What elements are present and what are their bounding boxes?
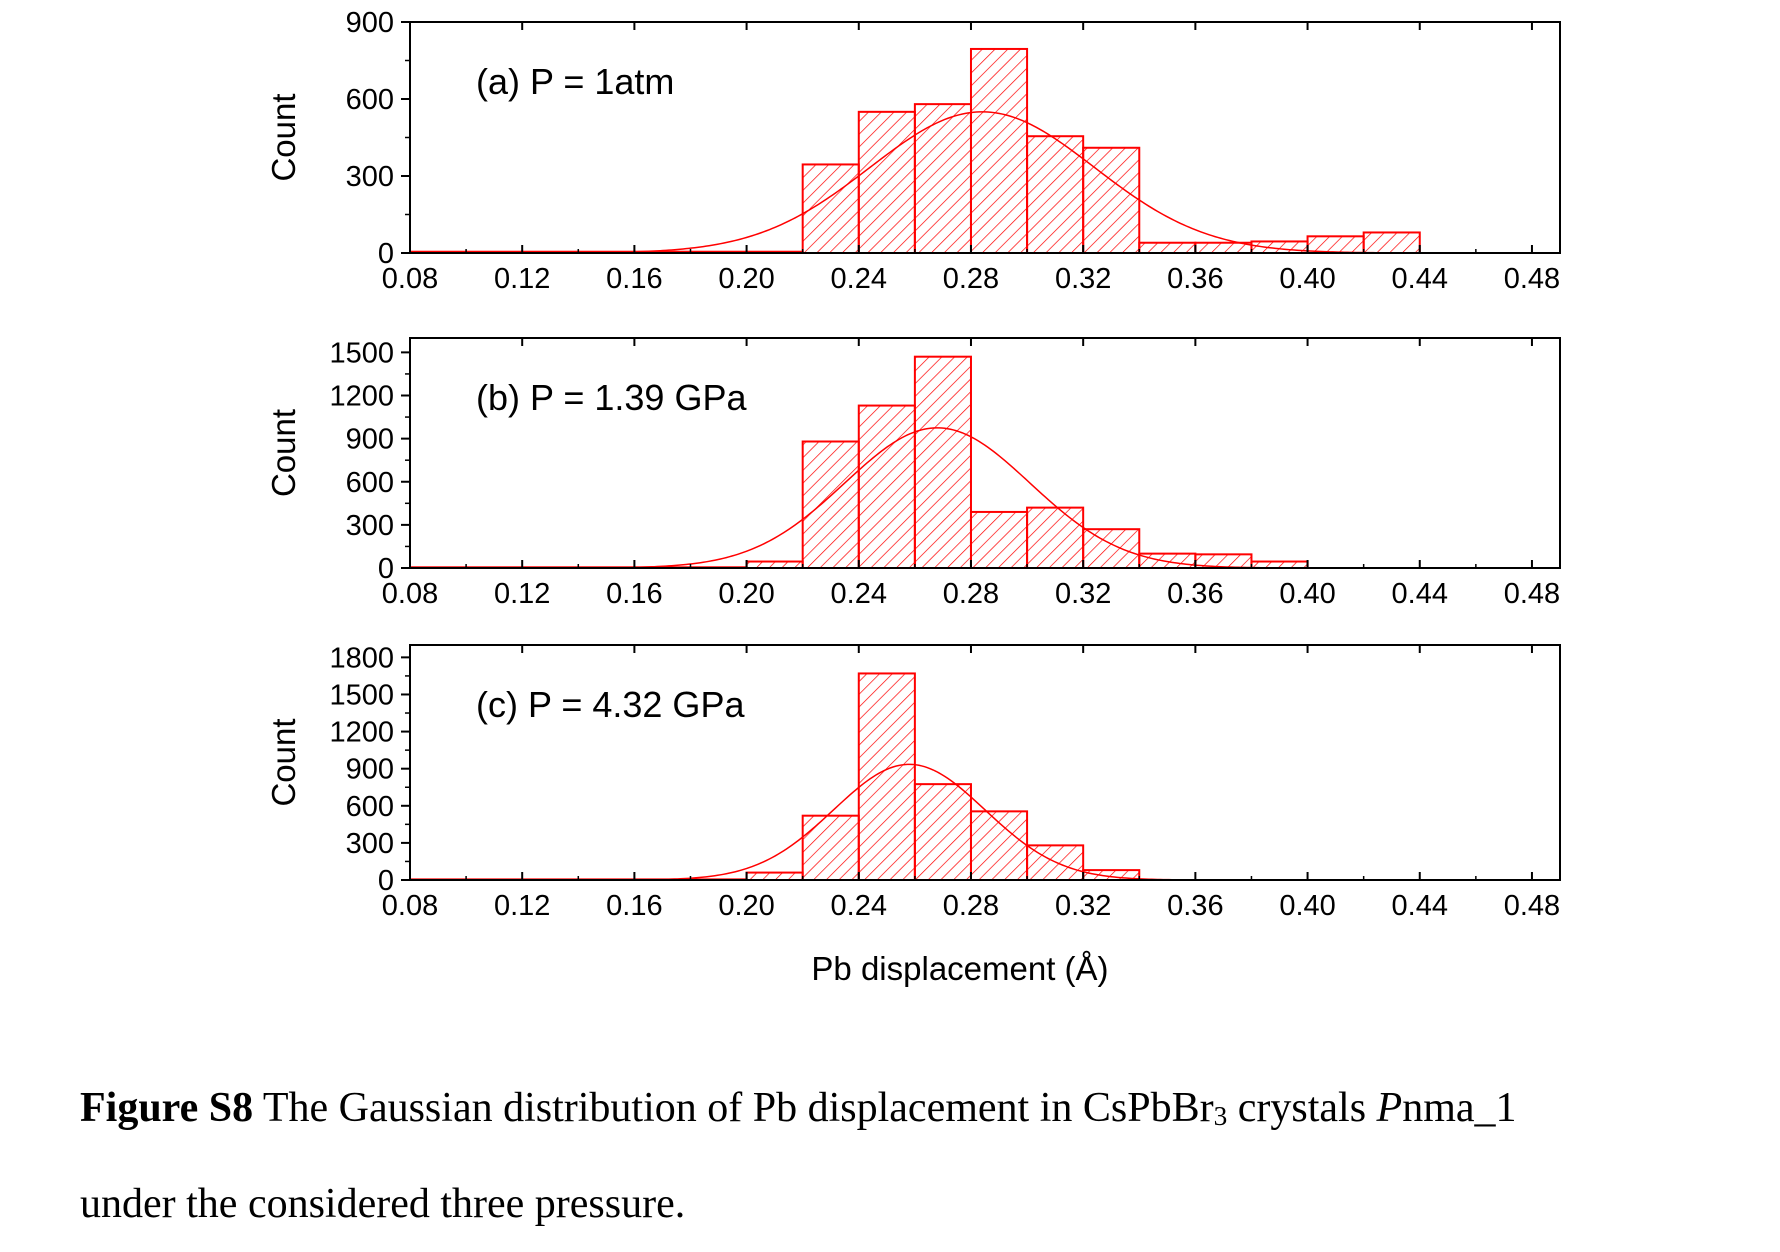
- x-tick-label: 0.44: [1392, 263, 1448, 295]
- x-tick-label: 0.32: [1055, 578, 1111, 610]
- x-tick-label: 0.12: [494, 890, 550, 922]
- histogram-bar: [913, 103, 972, 254]
- histogram-bar: [857, 404, 916, 569]
- x-tick-label: 0.24: [831, 890, 887, 922]
- plot-frame: [409, 644, 1561, 881]
- y-tick-label: 0: [378, 553, 394, 585]
- y-tick-label: 0: [378, 238, 394, 270]
- x-tick-label: 0.36: [1167, 890, 1223, 922]
- x-tick-label: 0.32: [1055, 890, 1111, 922]
- panel-b: 0.08 0.12 0.16 0.20 0.24 0.28 0.32 0.36 0.40 0.44…: [265, 337, 1561, 610]
- histogram-bar: [969, 510, 1029, 569]
- caption-text-2: crystals: [1227, 1085, 1377, 1131]
- histogram-bar: [857, 110, 916, 255]
- x-tick-label: 0.20: [718, 890, 774, 922]
- x-tick-label: 0.20: [718, 578, 774, 610]
- x-tick-label: 0.16: [606, 578, 662, 610]
- histogram-bar: [969, 810, 1029, 882]
- histogram-bar: [1026, 135, 1085, 254]
- y-tick-label: 0: [378, 865, 394, 897]
- histogram-bar: [913, 783, 972, 881]
- histogram-figure: 0.08 0.12 0.16 0.20 0.24 0.28 0.32 0.36 0.40 0.44…: [265, 7, 1561, 987]
- x-tick-label: 0.28: [943, 263, 999, 295]
- y-axis-title: Count: [265, 409, 302, 497]
- histogram-bar: [1082, 528, 1141, 569]
- figure-caption: Figure S8 The Gaussian distribution of P…: [80, 1060, 1760, 1252]
- x-tick-label: 0.16: [606, 263, 662, 295]
- x-tick-label: 0.44: [1392, 890, 1448, 922]
- x-tick-label: 0.12: [494, 578, 550, 610]
- plot-frame: [409, 337, 1561, 569]
- x-tick-label: 0.40: [1279, 263, 1335, 295]
- caption-italic: P: [1376, 1085, 1403, 1131]
- x-tick-label: 0.40: [1279, 578, 1335, 610]
- x-tick-label: 0.48: [1504, 890, 1560, 922]
- panel-label: (c) P = 4.32 GPa: [476, 684, 745, 725]
- x-tick-label: 0.28: [943, 890, 999, 922]
- x-tick-label: 0.48: [1504, 263, 1560, 295]
- panel-a: 0.08 0.12 0.16 0.20 0.24 0.28 0.32 0.36 0.40 0.44…: [265, 7, 1561, 295]
- caption-subscript: 3: [1213, 1101, 1228, 1132]
- x-tick-label: 0.28: [943, 578, 999, 610]
- y-tick-label: 1500: [329, 679, 394, 711]
- y-tick-label: 300: [346, 828, 394, 860]
- histogram-bar: [1026, 506, 1085, 569]
- x-tick-label: 0.40: [1279, 890, 1335, 922]
- y-axis-title: Count: [265, 93, 302, 181]
- x-tick-label: 0.36: [1167, 263, 1223, 295]
- panel-label: (b) P = 1.39 GPa: [476, 377, 747, 418]
- x-tick-label: 0.12: [494, 263, 550, 295]
- y-tick-label: 600: [346, 467, 394, 499]
- y-tick-label: 900: [346, 424, 394, 456]
- y-tick-label: 300: [346, 510, 394, 542]
- y-tick-label: 900: [346, 7, 394, 39]
- x-tick-label: 0.08: [382, 578, 438, 610]
- histogram-bar: [913, 355, 972, 569]
- x-axis-title: Pb displacement (Å): [811, 950, 1108, 987]
- x-tick-label: 0.16: [606, 890, 662, 922]
- histogram-bar: [801, 440, 860, 569]
- histogram-bar: [1138, 241, 1197, 255]
- x-tick-label: 0.20: [718, 263, 774, 295]
- x-tick-label: 0.32: [1055, 263, 1111, 295]
- x-tick-label: 0.08: [382, 890, 438, 922]
- y-tick-label: 1200: [329, 381, 394, 413]
- histogram-bar: [1306, 235, 1365, 254]
- x-tick-label: 0.48: [1504, 578, 1560, 610]
- panel-label: (a) P = 1atm: [476, 61, 674, 102]
- y-tick-label: 600: [346, 791, 394, 823]
- x-tick-label: 0.24: [831, 578, 887, 610]
- x-tick-label: 0.36: [1167, 578, 1223, 610]
- histogram-bar: [801, 814, 860, 881]
- histogram-bar: [1082, 146, 1141, 254]
- histogram-bar: [1362, 231, 1421, 254]
- y-tick-label: 1500: [329, 337, 394, 369]
- y-axis-title: Count: [265, 718, 302, 806]
- y-tick-label: 1200: [329, 717, 394, 749]
- histogram-bar: [1250, 240, 1309, 254]
- histogram-bar: [745, 871, 804, 881]
- caption-text-1: The Gaussian distribution of Pb displace…: [253, 1085, 1214, 1131]
- x-tick-label: 0.08: [382, 263, 438, 295]
- y-tick-label: 300: [346, 161, 394, 193]
- caption-text-3: nma_1: [1402, 1085, 1517, 1131]
- y-tick-label: 1800: [329, 642, 394, 674]
- caption-line-1: Figure S8 The Gaussian distribution of P…: [80, 1060, 1760, 1156]
- panel-c: 0.08 0.12 0.16 0.20 0.24 0.28 0.32 0.36 0.40 0.44…: [265, 642, 1561, 987]
- histogram-bar: [1138, 552, 1197, 569]
- x-tick-label: 0.44: [1392, 578, 1448, 610]
- figure-number: Figure S8: [80, 1085, 254, 1131]
- histogram-bar: [857, 672, 916, 882]
- histogram-bar: [969, 47, 1029, 255]
- y-tick-label: 600: [346, 84, 394, 116]
- y-tick-label: 900: [346, 754, 394, 786]
- caption-line-2: under the considered three pressure.: [80, 1181, 686, 1227]
- x-tick-label: 0.24: [831, 263, 887, 295]
